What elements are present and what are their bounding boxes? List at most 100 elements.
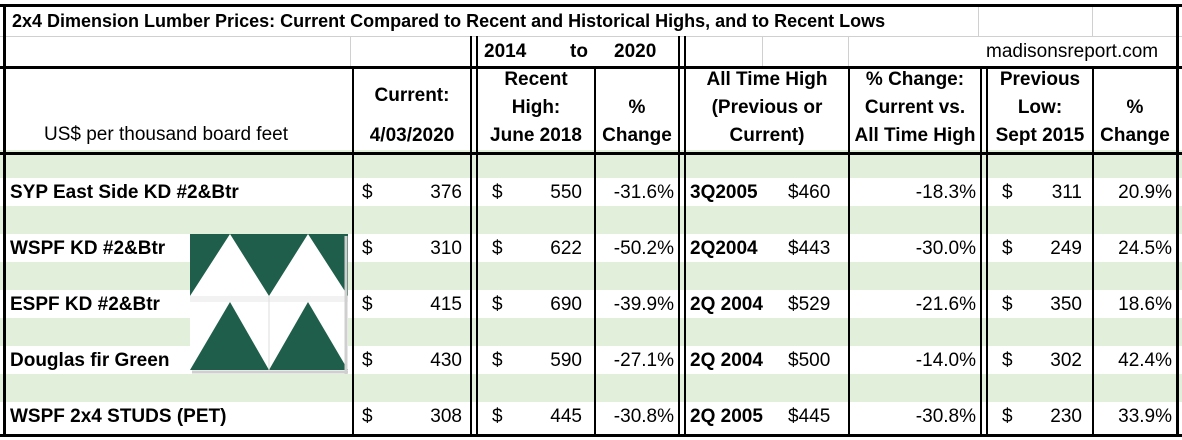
grid-line [848,36,849,68]
ath-date: 2Q2004 [690,238,758,259]
ath-date: 3Q2005 [690,182,758,203]
pct-change-ath: -18.3% [915,182,976,203]
table-title: 2x4 Dimension Lumber Prices: Current Com… [12,11,886,31]
pct-change-ath-header: % Change: Current vs. All Time High [854,69,976,146]
pct-change-recent-header: % Change [602,97,672,146]
source-label: madisonsreport.com [986,41,1159,62]
table-border [980,66,982,437]
recent-high-price: 690 [550,294,582,315]
currency-symbol: $ [1002,294,1013,315]
grid-line [978,4,979,36]
row-band [0,206,1182,234]
current-price: 310 [430,238,462,259]
recent-high-price: 590 [550,350,582,371]
currency-symbol: $ [492,182,503,203]
currency-symbol: $ [362,182,373,203]
grid-line [1092,4,1093,36]
row-band [0,318,1182,346]
all-time-high-header: All Time High (Previous or Current) [706,69,828,146]
recent-high-header: Recent High: June 2018 [490,69,582,146]
table-border [0,152,1182,155]
current-header: Current: 4/03/2020 [369,85,455,146]
grid-line [350,36,351,68]
pct-change-low: 18.6% [1118,294,1172,315]
product-name: ESPF KD #2&Btr [10,294,160,315]
ath-price: $500 [788,350,831,371]
table-border [986,66,988,437]
currency-symbol: $ [1002,238,1013,259]
previous-low-price: 311 [1051,182,1082,203]
table-border [678,36,680,437]
table-border [352,66,354,437]
current-price: 430 [430,350,462,371]
current-price: 308 [430,406,462,427]
pct-change-low: 20.9% [1118,182,1172,203]
currency-symbol: $ [362,238,373,259]
table-border [594,66,596,437]
currency-symbol: $ [362,406,373,427]
pct-change-recent: -27.1% [613,350,674,371]
pct-change-low: 24.5% [1118,238,1172,259]
ath-price: $529 [788,294,831,315]
pct-change-ath: -30.0% [915,238,976,259]
currency-symbol: $ [492,406,503,427]
ath-price: $443 [788,238,831,259]
pct-change-recent: -31.6% [613,182,674,203]
pct-change-ath: -14.0% [915,350,976,371]
previous-low-header: Previous Low: Sept 2015 [995,69,1085,146]
grid-line [0,36,1182,37]
current-price: 415 [430,294,462,315]
current-price: 376 [430,182,462,203]
currency-symbol: $ [1002,182,1013,203]
currency-symbol: $ [492,350,503,371]
currency-symbol: $ [492,294,503,315]
pct-change-recent: -30.8% [613,406,674,427]
product-name: SYP East Side KD #2&Btr [10,182,239,203]
ath-price: $445 [788,406,831,427]
ath-date: 2Q 2005 [690,406,763,427]
units-header: US$ per thousand board feet [44,124,289,145]
table-border [0,66,1182,69]
previous-low-price: 350 [1050,294,1082,315]
table-border [1092,66,1094,437]
table-border [470,36,472,437]
pct-change-low-header: % Change [1100,97,1170,146]
period-to: to [570,41,588,62]
table-border [3,4,6,437]
currency-symbol: $ [492,238,503,259]
pct-change-ath: -30.8% [915,406,976,427]
table-border [684,36,686,437]
table-border [0,434,1182,437]
currency-symbol: $ [1002,350,1013,371]
currency-symbol: $ [362,350,373,371]
table-border [848,66,850,437]
madisons-logo [190,234,348,374]
period-end: 2020 [614,41,657,62]
recent-high-price: 622 [550,238,582,259]
pct-change-low: 33.9% [1118,406,1172,427]
row-band [0,374,1182,402]
grid-line [762,36,763,68]
recent-high-price: 445 [550,406,582,427]
currency-symbol: $ [1002,406,1013,427]
pct-change-low: 42.4% [1118,350,1172,371]
pct-change-recent: -39.9% [613,294,674,315]
pct-change-ath: -21.6% [915,294,976,315]
ath-price: $460 [788,182,831,203]
table-border [476,36,478,437]
product-name: WSPF KD #2&Btr [10,238,166,259]
previous-low-price: 249 [1050,238,1082,259]
ath-date: 2Q 2004 [690,294,763,315]
table-border [0,4,1182,7]
currency-symbol: $ [362,294,373,315]
period-start: 2014 [484,41,527,62]
previous-low-price: 302 [1050,350,1082,371]
product-name: WSPF 2x4 STUDS (PET) [10,406,227,427]
row-band [0,262,1182,290]
recent-high-price: 550 [550,182,582,203]
table-border [1176,4,1179,437]
product-name: Douglas fir Green [10,350,170,371]
previous-low-price: 230 [1050,406,1082,427]
ath-date: 2Q 2004 [690,350,763,371]
